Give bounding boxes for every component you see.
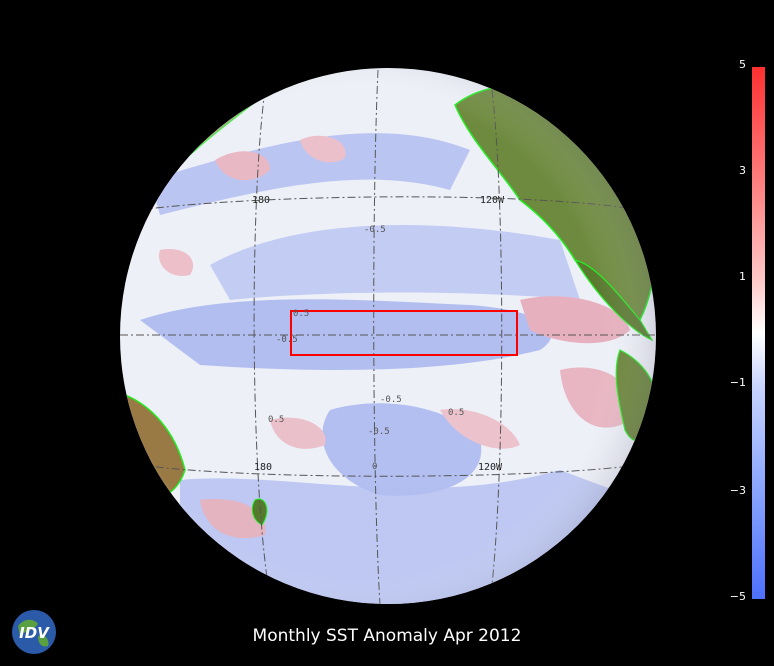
contour-label: -0.5: [380, 395, 402, 405]
globe-shading: [120, 68, 656, 604]
idv-logo: IDV: [12, 610, 56, 654]
contour-label: -0.5: [364, 225, 386, 235]
colorbar-tick: −1: [729, 376, 746, 389]
colorbar-tick: −5: [729, 590, 746, 603]
colorbar-tick: 5: [739, 58, 746, 71]
grid-label-120w-lower: 120W: [478, 462, 503, 473]
colorbar-tick: −3: [729, 484, 746, 497]
contour-label: 0.5: [268, 415, 284, 425]
logo-text: IDV: [19, 624, 50, 642]
contour-label: -0.5: [368, 427, 390, 437]
colorbar-tick: 3: [739, 164, 746, 177]
contour-label: 0.5: [293, 309, 309, 319]
map-title: Monthly SST Anomaly Apr 2012: [252, 626, 522, 646]
contour-label: 0: [372, 462, 377, 472]
grid-label-180-lower: 180: [254, 462, 272, 473]
colorbar-tick: 1: [739, 270, 746, 283]
contour-label: -0.5: [276, 335, 298, 345]
grid-label-180-upper: 180: [252, 195, 270, 206]
contour-label: 0.5: [448, 408, 464, 418]
grid-label-120w-upper: 120W: [480, 195, 505, 206]
colorbar: [752, 67, 765, 599]
